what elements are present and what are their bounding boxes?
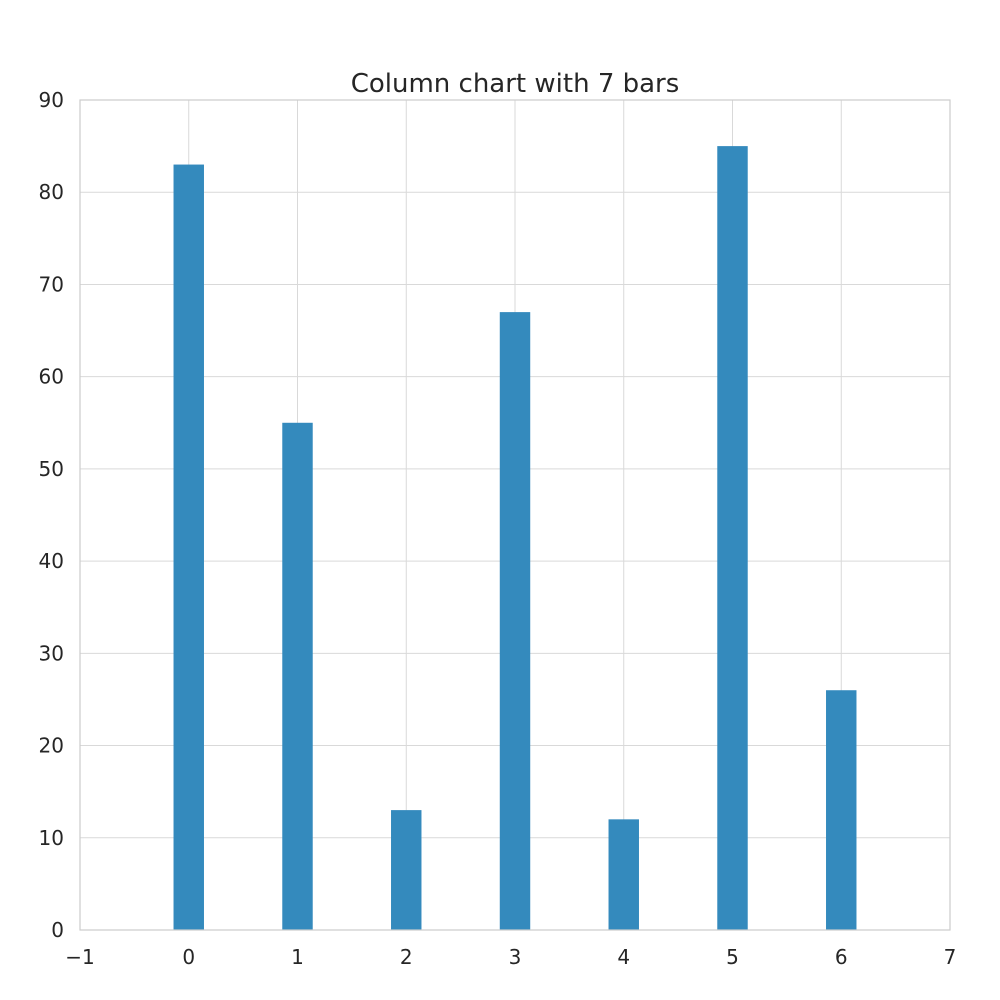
x-tick-label: 7 <box>944 945 957 969</box>
y-tick-label: 0 <box>51 918 64 942</box>
x-tick-label: −1 <box>65 945 94 969</box>
bar <box>282 422 313 930</box>
y-tick-label: 50 <box>39 457 64 481</box>
x-axis-ticks: −1 0 1 2 3 4 5 6 7 <box>65 945 956 969</box>
y-tick-label: 30 <box>39 641 64 665</box>
x-tick-label: 3 <box>509 945 522 969</box>
x-tick-label: 0 <box>182 945 195 969</box>
bar <box>717 146 748 931</box>
y-tick-label: 20 <box>39 734 64 758</box>
bar <box>173 164 204 931</box>
y-axis-ticks: 0 10 20 30 40 50 60 70 80 90 <box>39 88 64 942</box>
y-tick-label: 90 <box>39 88 64 112</box>
bars <box>173 146 857 931</box>
bar <box>499 312 531 931</box>
x-tick-label: 5 <box>726 945 739 969</box>
plot-frame <box>79 99 951 931</box>
y-tick-label: 60 <box>39 365 64 389</box>
x-tick-label: 1 <box>291 945 304 969</box>
y-tick-label: 10 <box>39 826 64 850</box>
x-tick-label: 2 <box>400 945 413 969</box>
y-tick-label: 70 <box>39 272 64 296</box>
y-tick-label: 40 <box>39 549 64 573</box>
x-tick-label: 6 <box>835 945 848 969</box>
bar <box>826 690 857 930</box>
chart-title: Column chart with 7 bars <box>351 69 680 99</box>
bar <box>391 810 422 930</box>
y-tick-label: 80 <box>39 180 64 204</box>
bar <box>608 819 639 930</box>
x-tick-label: 4 <box>617 945 630 969</box>
